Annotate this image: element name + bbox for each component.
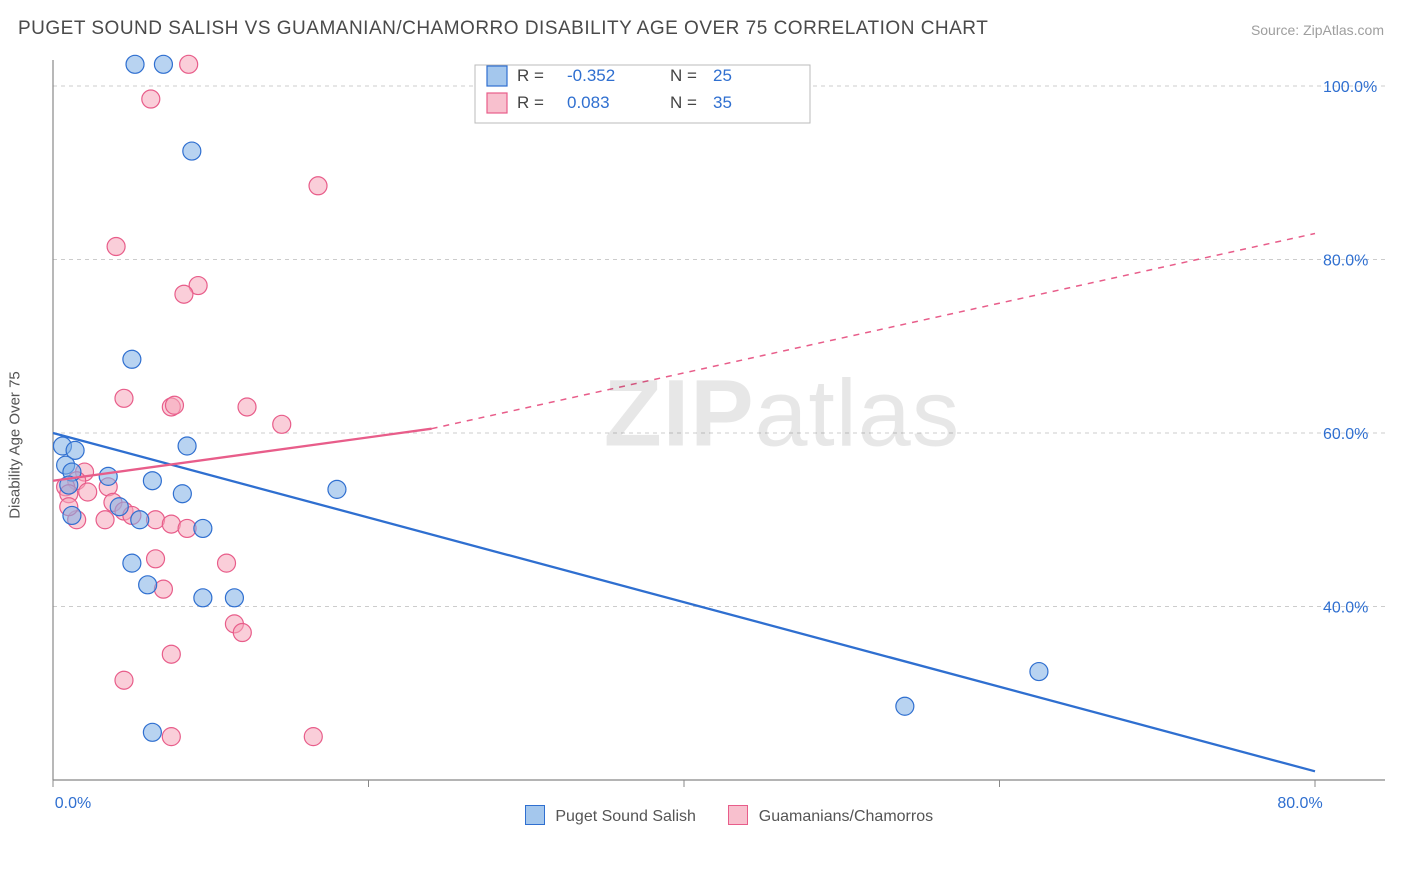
- gridlines: 40.0% 60.0% 80.0% 100.0%: [53, 79, 1385, 616]
- bottom-legend: Puget Sound Salish Guamanians/Chamorros: [45, 805, 1385, 826]
- chart-title: PUGET SOUND SALISH VS GUAMANIAN/CHAMORRO…: [18, 18, 988, 40]
- source-link[interactable]: ZipAtlas.com: [1303, 22, 1384, 38]
- y-axis-label: Disability Age Over 75: [7, 371, 24, 519]
- plot-area: Disability Age Over 75 40.0%60.0%80.0%10…: [45, 60, 1385, 830]
- svg-text:N =: N =: [670, 66, 697, 85]
- svg-text:40.0%: 40.0%: [1323, 600, 1368, 617]
- stats-legend: R = -0.352 N = 25 R = 0.083 N = 35: [475, 65, 810, 123]
- svg-text:60.0%: 60.0%: [1323, 426, 1368, 443]
- data-points: [53, 55, 1047, 745]
- svg-text:R =: R =: [517, 93, 544, 112]
- svg-text:100.0%: 100.0%: [1323, 79, 1377, 96]
- svg-text:35: 35: [713, 93, 732, 112]
- svg-text:R =: R =: [517, 66, 544, 85]
- svg-text:25: 25: [713, 66, 732, 85]
- axes: 0.0%80.0%: [53, 60, 1385, 812]
- scatter-chart: 40.0% 60.0% 80.0% 100.0% 0.0%80.0% R = -0.35…: [45, 60, 1385, 830]
- legend-label-0: Puget Sound Salish: [555, 808, 696, 825]
- legend-label-1: Guamanians/Chamorros: [759, 808, 933, 825]
- svg-text:0.083: 0.083: [567, 93, 610, 112]
- source-credit: Source: ZipAtlas.com: [1251, 22, 1384, 38]
- legend-swatch-blue: [525, 805, 545, 825]
- source-prefix: Source:: [1251, 22, 1303, 38]
- svg-text:N =: N =: [670, 93, 697, 112]
- legend-swatch-pink: [728, 805, 748, 825]
- trend-lines: [53, 233, 1315, 771]
- svg-text:-0.352: -0.352: [567, 66, 615, 85]
- svg-text:80.0%: 80.0%: [1323, 253, 1368, 270]
